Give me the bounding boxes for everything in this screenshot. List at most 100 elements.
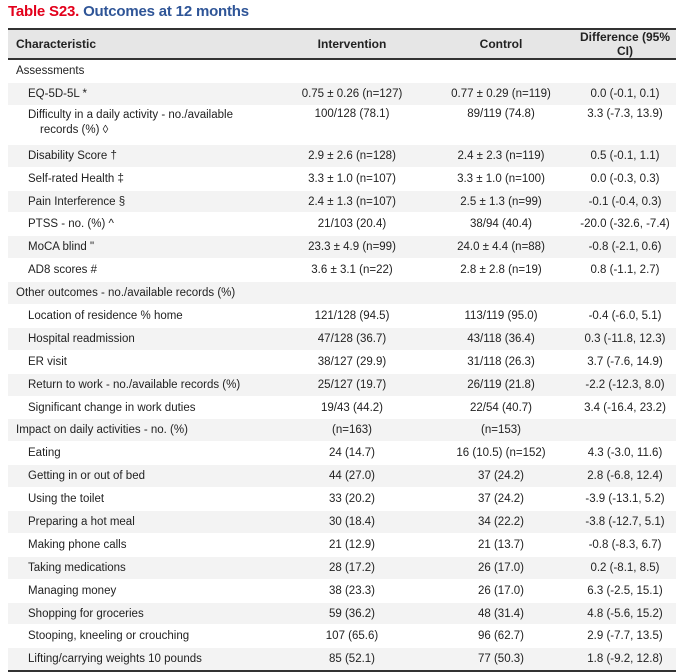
table-row: Significant change in work duties 19/43 (… (8, 396, 676, 419)
control-cell: 22/54 (40.7) (469, 401, 532, 414)
characteristic-cell: Difficulty in a daily activity - no./ava… (8, 105, 276, 144)
intervention-cell: 30 (18.4) (328, 515, 376, 528)
control-cell (428, 59, 574, 82)
difference-cell: 3.4 (-16.4, 23.2) (584, 401, 666, 414)
characteristic-cell: Return to work - no./available records (… (28, 378, 241, 391)
difference-cell: -0.1 (-0.4, 0.3) (588, 195, 662, 208)
characteristic-cell: Impact on daily activities - no. (%) (16, 424, 188, 437)
characteristic-cell: AD8 scores # (28, 264, 98, 277)
characteristic-cell: Stooping, kneeling or crouching (28, 630, 190, 643)
intervention-cell: 33 (20.2) (328, 493, 376, 506)
difference-cell: 0.5 (-0.1, 1.1) (590, 149, 660, 162)
intervention-cell (276, 59, 428, 82)
difference-cell: 0.0 (-0.3, 0.3) (590, 172, 660, 185)
table-row: Difficulty in a daily activity - no./ava… (8, 105, 676, 145)
control-cell: 37 (24.2) (477, 470, 525, 483)
table-row: Stooping, kneeling or crouching 107 (65.6… (8, 625, 676, 648)
header-intervention: Intervention (317, 37, 387, 51)
difference-cell: -0.4 (-6.0, 5.1) (588, 309, 662, 322)
table-row: Taking medications 28 (17.2) 26 (17.0) 0.2 … (8, 556, 676, 580)
table-row: AD8 scores # 3.6 ± 3.1 (n=22) 2.8 ± 2.8 (n… (8, 259, 676, 282)
table-row: Using the toilet 33 (20.2) 37 (24.2) -3.9 (… (8, 488, 676, 511)
characteristic-cell: Preparing a hot meal (28, 515, 135, 528)
table-row: Shopping for groceries 59 (36.2) 48 (31.4)… (8, 602, 676, 625)
table-row: PTSS - no. (%) ^ 21/103 (20.4) 38/94 (40.4… (8, 213, 676, 236)
table-row: Making phone calls 21 (12.9) 21 (13.7) -0.8… (8, 533, 676, 557)
characteristic-line: Difficulty in a daily activity - no./ava… (28, 108, 233, 121)
table-row: Lifting/carrying weights 10 pounds 85 (52… (8, 647, 676, 672)
table-row: Self-rated Health ‡ 3.3 ± 1.0 (n=107) 3.3 … (8, 167, 676, 191)
control-cell: 24.0 ± 4.4 (n=88) (457, 241, 545, 254)
difference-cell: -0.8 (-8.3, 6.7) (588, 538, 662, 551)
intervention-cell: 44 (27.0) (328, 470, 376, 483)
intervention-cell: 28 (17.2) (328, 561, 376, 574)
table-row: ER visit 38/127 (29.9) 31/118 (26.3) 3.7 (-… (8, 350, 676, 374)
characteristic-cell: Lifting/carrying weights 10 pounds (28, 653, 202, 666)
control-cell: 89/119 (74.8) (467, 107, 535, 120)
control-cell: 2.5 ± 1.3 (n=99) (460, 195, 542, 208)
characteristic-cell: Managing money (28, 584, 117, 597)
control-cell: 48 (31.4) (477, 607, 525, 620)
difference-cell (574, 59, 676, 82)
difference-cell: -20.0 (-32.6, -7.4) (580, 218, 670, 231)
intervention-cell: 23.3 ± 4.9 (n=99) (308, 241, 396, 254)
control-cell: 96 (62.7) (477, 630, 525, 643)
characteristic-cell: Making phone calls (28, 538, 127, 551)
characteristic-cell: Location of residence % home (28, 309, 183, 322)
control-cell: 2.4 ± 2.3 (n=119) (457, 149, 545, 162)
difference-cell: 4.3 (-3.0, 11.6) (587, 447, 663, 460)
intervention-cell: 121/128 (94.5) (314, 309, 390, 322)
difference-cell: 3.3 (-7.3, 13.9) (587, 107, 663, 120)
control-cell: 43/118 (36.4) (467, 332, 535, 345)
outcomes-table: Characteristic Intervention Control Diff… (8, 28, 676, 672)
difference-cell: 0.3 (-11.8, 12.3) (584, 332, 666, 345)
characteristic-cell: Getting in or out of bed (28, 470, 145, 483)
table-row: Disability Score † 2.9 ± 2.6 (n=128) 2.4 ±… (8, 144, 676, 168)
characteristic-cell: PTSS - no. (%) ^ (28, 218, 114, 231)
control-cell: 26 (17.0) (477, 584, 525, 597)
intervention-cell: (n=163) (332, 424, 372, 437)
section-row: Assessments (8, 59, 676, 83)
control-cell: 34 (22.2) (477, 515, 525, 528)
intervention-cell: 21 (12.9) (328, 538, 376, 551)
header-characteristic: Characteristic (16, 37, 97, 51)
table-label: Table S23. (8, 3, 80, 20)
characteristic-cell: MoCA blind " (28, 241, 95, 254)
control-cell: 31/118 (26.3) (467, 355, 535, 368)
table-row: Preparing a hot meal 30 (18.4) 34 (22.2) -3… (8, 510, 676, 534)
characteristic-cell: ER visit (28, 355, 67, 368)
difference-cell: -3.9 (-13.1, 5.2) (585, 493, 665, 506)
difference-cell: 2.8 (-6.8, 12.4) (587, 470, 663, 483)
control-cell: 2.8 ± 2.8 (n=19) (460, 264, 542, 277)
table-title: Table S23. Outcomes at 12 months (8, 3, 249, 20)
intervention-cell: 25/127 (19.7) (317, 378, 387, 391)
intervention-cell: 24 (14.7) (328, 447, 376, 460)
characteristic-cell: Assessments (16, 64, 85, 77)
header-control: Control (479, 37, 523, 51)
characteristic-cell: Self-rated Health ‡ (28, 172, 124, 185)
header-difference: Difference (95% CI) (579, 30, 671, 58)
intervention-cell: 85 (52.1) (328, 653, 376, 666)
control-cell: (n=153) (481, 424, 521, 437)
section-row: Impact on daily activities - no. (%) (n=1… (8, 418, 676, 442)
difference-cell (574, 282, 676, 305)
intervention-cell: 3.6 ± 3.1 (n=22) (311, 264, 393, 277)
table-row: Managing money 38 (23.3) 26 (17.0) 6.3 (-2.… (8, 579, 676, 603)
difference-cell: 0.0 (-0.1, 0.1) (590, 87, 660, 100)
table-row: MoCA blind " 23.3 ± 4.9 (n=99) 24.0 ± 4.4 … (8, 235, 676, 259)
difference-cell: 6.3 (-2.5, 15.1) (587, 584, 663, 597)
control-cell: 21 (13.7) (477, 538, 525, 551)
difference-cell: -2.2 (-12.3, 8.0) (585, 378, 665, 391)
intervention-cell: 38 (23.3) (328, 584, 376, 597)
characteristic-cell: Other outcomes - no./available records (… (16, 287, 236, 300)
characteristic-cell: Eating (28, 447, 61, 460)
intervention-cell: 107 (65.6) (325, 630, 379, 643)
characteristic-cell: Using the toilet (28, 493, 105, 506)
characteristic-cell: Taking medications (28, 561, 126, 574)
characteristic-cell: Hospital readmission (28, 332, 135, 345)
table-row: Pain Interference § 2.4 ± 1.3 (n=107) 2.5 … (8, 190, 676, 213)
table-row: Getting in or out of bed 44 (27.0) 37 (24.… (8, 464, 676, 488)
characteristic-cell: Disability Score † (28, 149, 117, 162)
section-row: Other outcomes - no./available records (… (8, 281, 676, 305)
table-caption: Outcomes at 12 months (83, 3, 249, 20)
